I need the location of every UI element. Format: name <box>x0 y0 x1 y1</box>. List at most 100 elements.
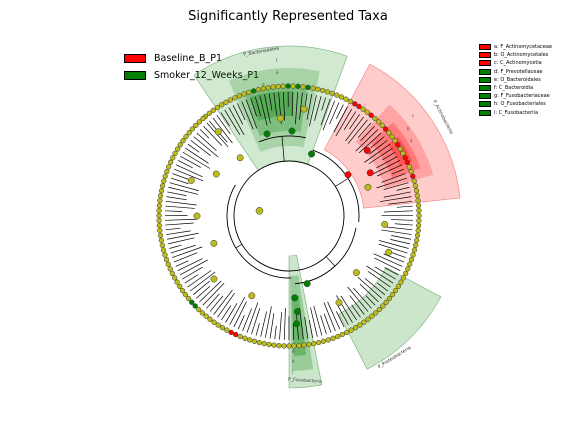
branch-line <box>337 305 349 326</box>
branch-line <box>264 94 271 124</box>
tree-node <box>164 168 170 175</box>
clade-letter-h: h <box>292 359 295 364</box>
tree-node <box>224 327 230 333</box>
branch-line <box>167 191 187 196</box>
branch-line <box>397 205 413 208</box>
branch-line <box>371 160 401 176</box>
branch-line <box>190 140 211 156</box>
tree-node <box>156 207 162 214</box>
tree-node <box>162 173 168 179</box>
clade-letter-i: i <box>292 370 293 375</box>
branch-line <box>340 295 357 321</box>
branch-line <box>224 109 241 135</box>
branch-line <box>217 292 235 318</box>
tree-node <box>275 83 281 90</box>
branch-line <box>364 278 386 295</box>
legend-entry-baseline: Baseline_B_P1 <box>124 50 259 67</box>
tree-node <box>200 115 206 122</box>
taxa-legend: a: F_Actinomycetaceae b: O_Actinomycetal… <box>479 43 552 117</box>
tree-node <box>233 331 239 338</box>
tree-node <box>364 109 370 115</box>
tree-node <box>352 101 358 107</box>
taxa-legend-label: e: O_Bacteroidales <box>494 76 541 83</box>
tree-node <box>160 247 167 253</box>
tree-node <box>266 341 272 348</box>
tree-node <box>167 159 174 165</box>
branch-line <box>358 132 382 154</box>
tree-node <box>329 90 335 97</box>
tree-node <box>300 105 308 113</box>
clade-highlight-sector <box>338 267 442 370</box>
tree-node <box>338 94 345 100</box>
tree-node <box>319 87 326 94</box>
branch-line <box>187 143 200 153</box>
tree-node <box>291 294 299 302</box>
tree-node <box>186 130 192 136</box>
branch-line <box>175 260 189 267</box>
branch-arc <box>258 135 306 143</box>
tree-node <box>215 322 221 328</box>
tree-node <box>207 316 213 322</box>
branch-line <box>304 93 308 106</box>
branch-line <box>245 99 258 129</box>
branch-line <box>167 232 199 240</box>
clade-letter-f: f <box>276 58 278 63</box>
taxa-legend-entry: i: C_Fusobacteriia <box>479 109 552 117</box>
tree-node <box>158 188 165 194</box>
branch-line <box>269 313 275 339</box>
branch-line <box>206 293 220 309</box>
branch-line <box>185 147 209 164</box>
tree-node <box>348 327 354 333</box>
tree-node <box>203 313 209 319</box>
tree-node <box>344 329 350 336</box>
tree-node <box>156 222 162 229</box>
branch-line <box>165 218 197 221</box>
branch-line <box>295 92 298 125</box>
tree-node <box>157 197 163 204</box>
tree-node <box>315 86 321 92</box>
branch-line <box>378 243 408 254</box>
tree-node <box>310 85 316 91</box>
tree-node <box>389 134 395 140</box>
branch-line <box>182 266 203 280</box>
tree-node <box>379 122 385 129</box>
tree-node <box>159 242 165 248</box>
tree-node <box>241 91 247 97</box>
tree-node <box>301 342 307 348</box>
tree-node <box>251 338 258 344</box>
tree-node <box>339 331 345 338</box>
tree-node <box>232 95 238 101</box>
branch-line <box>166 230 191 235</box>
taxa-swatch <box>479 44 491 51</box>
tree-node <box>416 222 422 229</box>
tree-node <box>196 306 202 313</box>
branch-line <box>379 196 412 202</box>
branch-line <box>165 200 197 206</box>
taxa-swatch <box>479 76 491 83</box>
branch-line <box>366 265 394 284</box>
branch-line <box>378 240 409 249</box>
tree-node <box>223 99 229 105</box>
tree-node <box>376 306 382 313</box>
branch-line <box>292 324 295 340</box>
branch-line <box>180 155 201 168</box>
tree-node <box>288 127 296 135</box>
taxa-swatch <box>479 60 491 67</box>
tree-node <box>392 138 398 144</box>
branch-line <box>373 253 403 267</box>
tree-node <box>386 295 393 302</box>
tree-node <box>357 322 363 328</box>
tree-node <box>156 217 162 224</box>
tree-node <box>363 146 371 154</box>
tree-node <box>308 150 316 158</box>
tree-node <box>280 83 286 89</box>
tree-node <box>402 270 409 277</box>
tree-node <box>408 256 415 263</box>
branch-line <box>235 244 243 249</box>
tree-node <box>281 343 287 349</box>
taxa-legend-entry: c: C_Actinomycetia <box>479 59 552 67</box>
tree-node <box>214 128 222 136</box>
tree-node <box>303 280 311 288</box>
tree-node <box>182 291 189 298</box>
